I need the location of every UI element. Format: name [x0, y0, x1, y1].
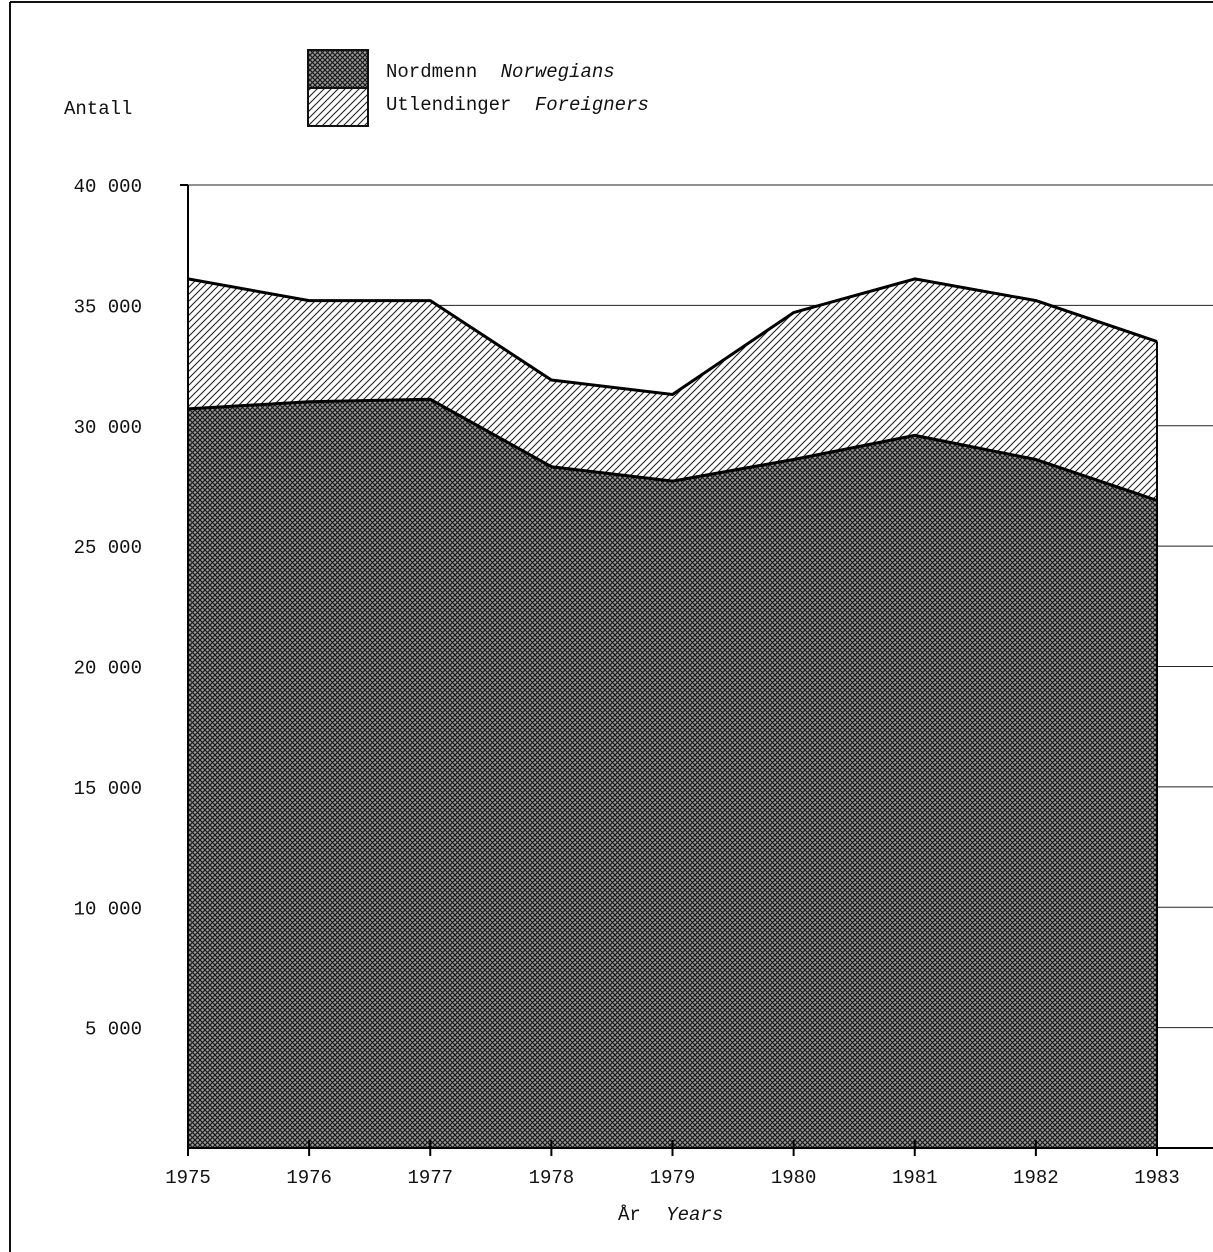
legend-name-foreigners: Utlendinger	[386, 94, 511, 116]
line-foreigners-top	[187, 277, 1158, 396]
legend-swatch-norwegians	[307, 49, 369, 89]
legend-swatch-foreigners	[307, 87, 369, 127]
line-norwegians-top	[187, 397, 1158, 502]
x-tick-label: 1983	[1134, 1167, 1180, 1189]
y-tick-label: 5 000	[85, 1019, 142, 1041]
legend-name-en-foreigners: Foreigners	[535, 94, 649, 116]
y-tick-label: 30 000	[74, 417, 142, 439]
axes	[180, 184, 1213, 1156]
legend-item-norwegians: Nordmenn Norwegians	[307, 49, 615, 89]
y-tick-label: 25 000	[74, 537, 142, 559]
area-norwegians	[188, 399, 1157, 1148]
legend-label-foreigners: Utlendinger Foreigners	[386, 94, 649, 116]
y-tick-label: 35 000	[74, 296, 142, 318]
legend-item-foreigners: Utlendinger Foreigners	[307, 87, 649, 127]
x-axis-label: År Years	[618, 1204, 723, 1226]
legend-name-norwegians: Nordmenn	[386, 61, 477, 83]
x-axis-label-en: Years	[666, 1204, 723, 1226]
x-axis-label-no: År	[618, 1204, 641, 1226]
legend-name-en-norwegians: Norwegians	[501, 61, 615, 83]
y-tick-labels: 5 000 10 000 15 000 20 000 25 000 30 000 35 00…	[74, 176, 142, 1041]
x-tick-label: 1976	[286, 1167, 332, 1189]
legend: Nordmenn Norwegians Utlendinger Foreigne…	[307, 49, 649, 127]
x-tick-label: 1975	[165, 1167, 211, 1189]
x-tick-label: 1978	[529, 1167, 575, 1189]
area-foreigners	[188, 278, 1157, 501]
x-tick-label: 1982	[1013, 1167, 1059, 1189]
x-tick-label: 1981	[892, 1167, 938, 1189]
x-tick-label: 1977	[407, 1167, 453, 1189]
y-tick-label: 20 000	[74, 658, 142, 680]
y-axis-label: Antall	[64, 98, 132, 120]
legend-label-norwegians: Nordmenn Norwegians	[386, 61, 615, 83]
plot-areas	[187, 277, 1158, 1148]
y-tick-label: 10 000	[74, 898, 142, 920]
y-tick-label: 40 000	[74, 176, 142, 198]
x-tick-label: 1979	[650, 1167, 696, 1189]
x-tick-label: 1980	[771, 1167, 817, 1189]
y-tick-label: 15 000	[74, 778, 142, 800]
x-tick-labels: 1975 1976 1977 1978 1979 1980 1981 1982 1983	[165, 1167, 1180, 1189]
